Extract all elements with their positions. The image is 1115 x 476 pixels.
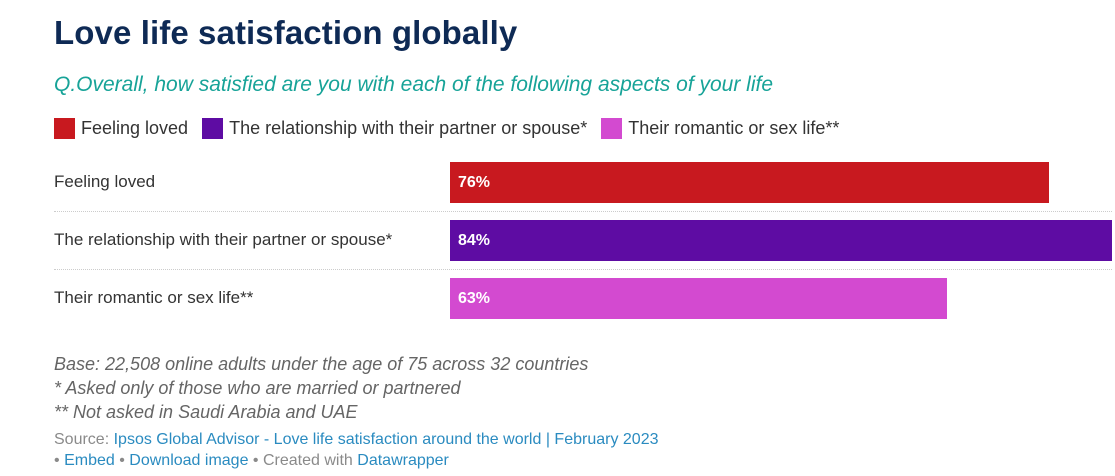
category-label: The relationship with their partner or s…	[54, 230, 393, 249]
bar-row: Feeling loved 76%	[54, 153, 1112, 211]
legend-swatch	[601, 118, 623, 139]
legend-item: Their romantic or sex life**	[601, 118, 839, 139]
chart-footer: Source: Ipsos Global Advisor - Love life…	[54, 429, 658, 471]
chart-title: Love life satisfaction globally	[54, 14, 518, 51]
datawrapper-link[interactable]: Datawrapper	[357, 452, 449, 469]
embed-link[interactable]: Embed	[64, 452, 115, 469]
footer-links: • Embed • Download image • Created with …	[54, 450, 658, 471]
chart-subtitle: Q.Overall, how satisfied are you with ea…	[54, 73, 774, 96]
bar: 63%	[450, 278, 947, 319]
base-note: Base: 22,508 online adults under the age…	[54, 354, 589, 374]
footnote-married: * Asked only of those who are married or…	[54, 378, 461, 398]
bar-value-label: 63%	[458, 290, 491, 307]
bullet: •	[119, 452, 125, 469]
bar: 76%	[450, 162, 1049, 203]
bullet: •	[252, 452, 259, 469]
bar-row: The relationship with their partner or s…	[54, 211, 1112, 269]
bar-value-label: 84%	[458, 232, 491, 249]
legend-item: Feeling loved	[54, 118, 188, 139]
bullet: •	[54, 452, 60, 469]
category-label: Their romantic or sex life**	[54, 288, 254, 307]
legend-label: Their romantic or sex life**	[628, 118, 840, 138]
download-image-link[interactable]: Download image	[129, 452, 249, 469]
category-label: Feeling loved	[54, 172, 156, 191]
bar-chart: Feeling loved 76% The relationship with …	[0, 153, 1115, 333]
legend-label: Feeling loved	[81, 118, 189, 138]
legend-swatch	[54, 118, 75, 139]
bar-row: Their romantic or sex life** 63%	[54, 269, 1112, 327]
legend-swatch	[202, 118, 224, 139]
legend: Feeling loved The relationship with thei…	[54, 118, 853, 139]
chart-notes: Base: 22,508 online adults under the age…	[54, 352, 588, 424]
legend-item: The relationship with their partner or s…	[202, 118, 587, 139]
source-link[interactable]: Ipsos Global Advisor - Love life satisfa…	[113, 431, 659, 448]
footnote-saudi-uae: ** Not asked in Saudi Arabia and UAE	[54, 402, 358, 422]
bar-value-label: 76%	[458, 174, 491, 191]
bar: 84%	[450, 220, 1112, 261]
legend-label: The relationship with their partner or s…	[229, 118, 588, 138]
source-prefix: Source:	[54, 431, 114, 448]
row-divider	[54, 269, 1112, 270]
row-divider	[54, 211, 1112, 212]
created-with-text: Created with	[262, 452, 353, 469]
source-line: Source: Ipsos Global Advisor - Love life…	[54, 429, 658, 450]
